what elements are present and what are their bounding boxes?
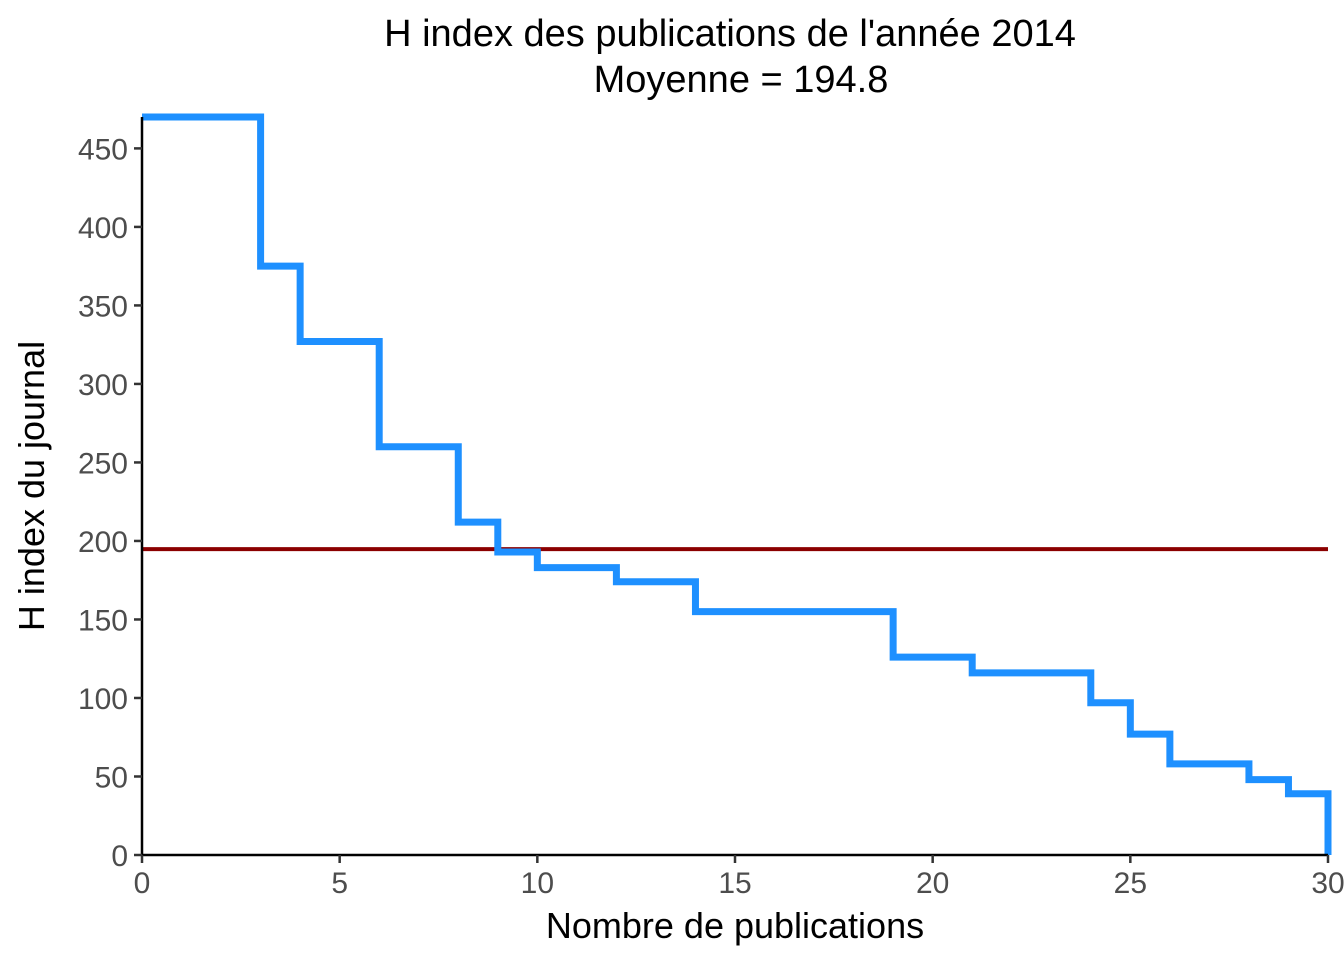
chart-subtitle: Moyenne = 194.8 [594, 59, 889, 101]
y-tick-label: 0 [111, 840, 128, 873]
x-axis-title: Nombre de publications [546, 905, 924, 946]
x-tick-label: 0 [134, 867, 151, 900]
x-tick-label: 10 [521, 867, 554, 900]
y-axis-title: H index du journal [11, 341, 52, 631]
y-tick-label: 150 [78, 604, 128, 637]
y-tick-label: 450 [78, 133, 128, 166]
x-tick-label: 20 [916, 867, 949, 900]
x-tick-label: 15 [718, 867, 751, 900]
y-tick-label: 200 [78, 526, 128, 559]
chart-title: H index des publications de l'année 2014 [384, 13, 1076, 55]
y-tick-label: 100 [78, 683, 128, 716]
x-tick-label: 25 [1114, 867, 1147, 900]
x-axis-ticks: 0 5 10 15 20 25 30 [134, 855, 1344, 900]
y-tick-label: 50 [95, 761, 128, 794]
series-layer [142, 113, 1332, 855]
y-tick-label: 250 [78, 447, 128, 480]
y-axis-ticks: 0 50 100 150 200 250 300 350 400 450 [78, 133, 142, 873]
y-tick-label: 400 [78, 212, 128, 245]
y-tick-label: 350 [78, 290, 128, 323]
x-tick-label: 30 [1311, 867, 1344, 900]
x-tick-label: 5 [331, 867, 348, 900]
y-tick-label: 300 [78, 369, 128, 402]
axes [140, 117, 1328, 857]
series-step-line [142, 113, 1332, 855]
